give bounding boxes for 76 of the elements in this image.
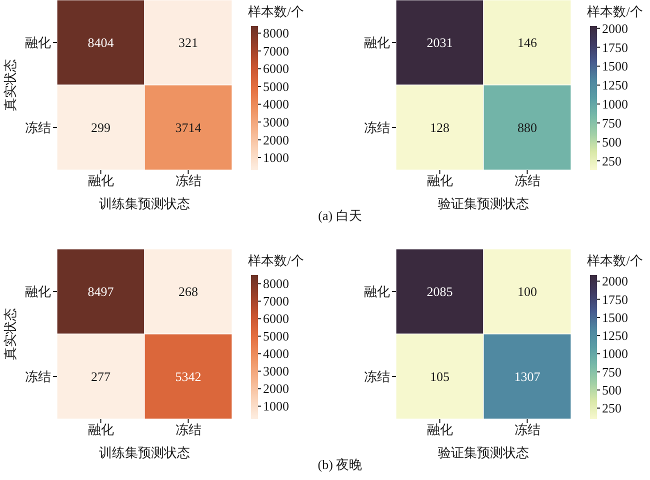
data-label: 3714 [175,120,202,135]
data-label: 2085 [426,284,453,299]
color-bar-label: 2000 [602,20,628,36]
color-bar-label: 4000 [263,96,289,112]
x-axis-title: 验证集预测状态 [438,445,529,460]
data-label: 268 [178,284,198,299]
color-bar-label: 7000 [263,43,289,58]
color-bar-title: 样本数/个 [587,4,643,19]
y-axis-title: 真实状态 [2,308,18,360]
color-bar-label: 250 [602,400,622,416]
color-bar-label: 1250 [602,78,628,93]
y-tick-label: 冻结 [25,120,51,136]
data-label: 8497 [88,284,114,299]
color-bar-label: 1000 [263,398,289,414]
data-label: 5342 [175,369,202,384]
color-bar-label: 500 [602,382,622,398]
color-bar-label: 500 [602,134,622,150]
color-bar-label: 750 [602,115,622,130]
data-label: 8404 [88,35,114,50]
color-bar-label: 7000 [263,294,289,309]
text: (b) 夜晚 [318,456,362,474]
color-bar-label: 1750 [602,292,628,307]
color-bar-label: 1000 [602,96,628,112]
color-bar-label: 1750 [602,40,628,55]
y-tick-label: 融化 [25,284,51,300]
x-axis-title: 训练集预测状态 [99,445,190,460]
data-label: 321 [178,35,198,50]
y-tick-label: 融化 [364,284,390,300]
color-bar-label: 8000 [263,276,289,292]
x-tick-label: 冻结 [175,173,202,188]
color-bar-label: 3000 [263,114,289,130]
x-tick-label: 融化 [88,173,114,188]
x-tick-label: 冻结 [514,422,540,438]
y-tick-label: 冻结 [364,369,390,384]
data-label: 128 [430,120,450,135]
data-label: 100 [518,284,537,299]
color-bar-label: 2000 [263,132,289,148]
color-bar-label: 8000 [263,26,289,41]
color-bar-label: 6000 [263,311,289,326]
data-label: 146 [518,35,538,50]
color-bar-label: 5000 [263,328,289,344]
x-axis-title: 验证集预测状态 [438,196,529,211]
color-bar-label: 250 [602,153,622,168]
color-bar-label: 6000 [263,61,289,76]
x-tick-label: 冻结 [175,422,202,438]
x-axis-title: 训练集预测状态 [99,196,190,211]
text: (a) 白天 [318,207,362,225]
data-label: 1307 [514,369,541,384]
color-bar-label: 5000 [263,78,289,94]
data-label: 2031 [426,35,453,50]
x-tick-label: 融化 [88,422,114,438]
y-tick-label: 融化 [25,35,51,50]
color-bar-label: 1500 [602,310,628,325]
y-tick-label: 冻结 [364,120,390,136]
color-bar-label: 1500 [602,58,628,74]
color-bar-label: 2000 [602,274,628,289]
data-label: 880 [518,120,537,135]
data-label: 105 [430,369,450,384]
x-tick-label: 融化 [426,173,453,188]
color-bar-title: 样本数/个 [587,253,643,268]
y-tick-label: 冻结 [25,369,51,384]
color-bar-label: 4000 [263,346,289,362]
x-tick-label: 冻结 [514,173,540,188]
y-tick-label: 融化 [364,35,390,50]
color-bar-title: 样本数/个 [248,253,304,268]
color-bar-label: 2000 [263,381,289,396]
color-bar-label: 1000 [263,150,289,166]
data-label: 299 [91,120,110,135]
color-bar-label: 3000 [263,364,289,379]
color-bar-title: 样本数/个 [248,4,304,19]
color-bar-label: 750 [602,364,622,380]
color-bar-label: 1250 [602,328,628,344]
color-bar-label: 1000 [602,346,628,362]
data-label: 277 [91,369,111,384]
x-tick-label: 融化 [426,422,453,438]
y-axis-title: 真实状态 [2,59,18,111]
